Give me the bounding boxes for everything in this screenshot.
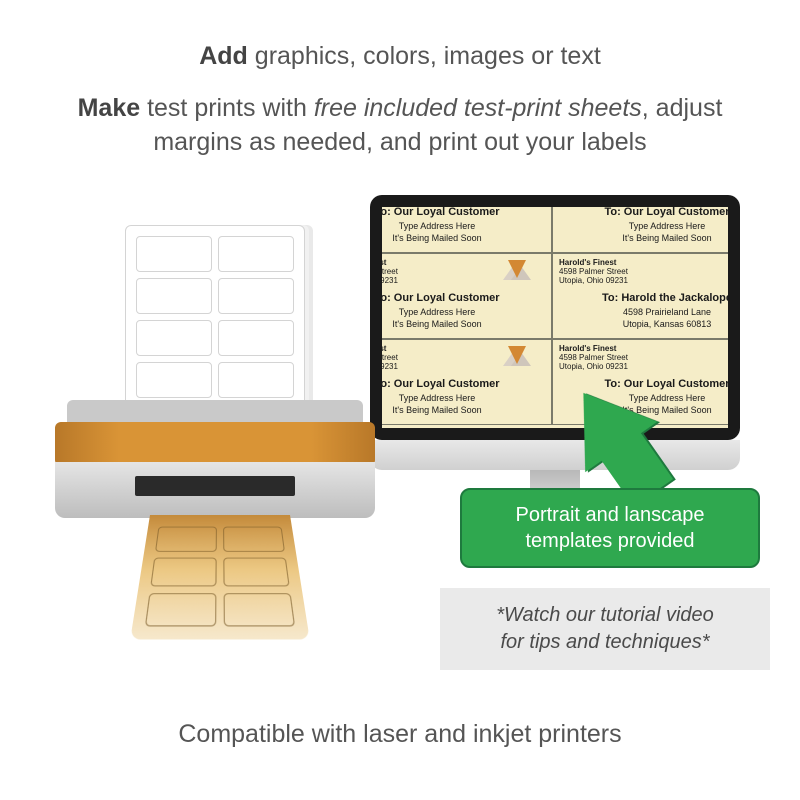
blank-cell <box>136 278 212 314</box>
headline-make-italic: free included test-print sheets <box>314 94 642 122</box>
label-cell: Harold's Finest4598 Palmer StreetUtopia,… <box>382 253 552 339</box>
headline-make-p1: test prints with <box>140 94 314 122</box>
printer <box>55 225 375 565</box>
blank-cell <box>136 362 212 398</box>
blank-cell <box>218 362 294 398</box>
printer-output-slot <box>135 476 295 496</box>
label-cell: Harold's Finest4598 Palmer StreetUtopia,… <box>552 207 728 253</box>
label-logo-icon <box>503 344 531 368</box>
addr-line2: It's Being Mailed Soon <box>382 233 545 244</box>
callout-templates-line1: Portrait and lanscape <box>476 502 744 528</box>
label-cell: Harold's Finest4598 Palmer StreetUtopia,… <box>552 253 728 339</box>
headline-add: Add graphics, colors, images or text <box>0 42 800 71</box>
callout-templates-line2: templates provided <box>476 528 744 554</box>
addr-line1: Type Address Here <box>559 221 728 232</box>
from-address: Harold's Finest4598 Palmer StreetUtopia,… <box>382 344 398 372</box>
blank-label-sheet <box>125 225 305 425</box>
headline-add-rest: graphics, colors, images or text <box>248 42 601 70</box>
addr-line2: It's Being Mailed Soon <box>382 405 545 416</box>
to-line: To: Our Loyal Customer <box>382 207 545 220</box>
to-line: To: Our Loyal Customer <box>559 207 728 220</box>
from-address: Harold's Finest4598 Palmer StreetUtopia,… <box>382 258 398 286</box>
printer-body <box>55 400 375 520</box>
addr-line1: 4598 Prairieland Lane <box>559 307 728 318</box>
printed-cell <box>223 558 289 587</box>
headline-make: Make test prints with free included test… <box>60 92 740 160</box>
label-logo-icon <box>503 258 531 282</box>
printed-cell <box>155 527 217 552</box>
printed-sheet-grid <box>145 527 295 627</box>
callout-tutorial-line2: for tips and techniques* <box>456 629 754 656</box>
printed-sheet <box>130 515 310 640</box>
headline-add-bold: Add <box>199 42 248 70</box>
footer-compatibility: Compatible with laser and inkjet printer… <box>0 720 800 749</box>
addr-line2: Utopia, Kansas 60813 <box>559 319 728 330</box>
headline-make-bold: Make <box>78 94 141 122</box>
to-line: To: Harold the Jackalope <box>559 292 728 306</box>
blank-label-grid <box>136 236 294 398</box>
label-cell: Harold's Finest4598 Palmer StreetUtopia,… <box>382 207 552 253</box>
printed-cell <box>145 593 217 626</box>
callout-tutorial-line1: *Watch our tutorial video <box>456 602 754 629</box>
addr-line2: It's Being Mailed Soon <box>559 233 728 244</box>
addr-line1: Type Address Here <box>382 221 545 232</box>
callout-tutorial: *Watch our tutorial video for tips and t… <box>440 588 770 670</box>
printed-cell <box>223 527 285 552</box>
blank-cell <box>218 320 294 356</box>
blank-cell <box>218 278 294 314</box>
addr-line1: Type Address Here <box>382 307 545 318</box>
blank-cell <box>136 320 212 356</box>
addr-line1: Type Address Here <box>382 393 545 404</box>
printer-top <box>55 422 375 466</box>
printed-cell <box>224 593 296 626</box>
label-cell: Harold's Finest4598 Palmer StreetUtopia,… <box>382 339 552 425</box>
blank-cell <box>218 236 294 272</box>
to-line: To: Our Loyal Customer <box>382 292 545 306</box>
blank-cell <box>136 236 212 272</box>
addr-line2: It's Being Mailed Soon <box>382 319 545 330</box>
from-address: Harold's Finest4598 Palmer StreetUtopia,… <box>559 258 628 286</box>
printed-cell <box>150 558 216 587</box>
callout-templates: Portrait and lanscape templates provided <box>460 488 760 568</box>
to-line: To: Our Loyal Customer <box>382 378 545 392</box>
